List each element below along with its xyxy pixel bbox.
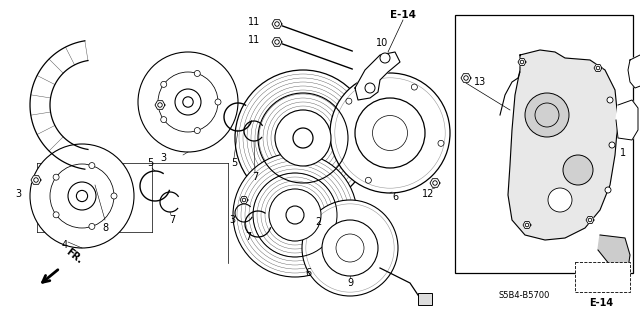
Text: 13: 13 <box>474 77 486 87</box>
Circle shape <box>346 98 352 104</box>
Text: 11: 11 <box>248 35 260 45</box>
Text: FR.: FR. <box>64 247 84 266</box>
Circle shape <box>161 117 167 122</box>
Text: 3: 3 <box>229 215 235 225</box>
Circle shape <box>605 187 611 193</box>
Circle shape <box>563 155 593 185</box>
Circle shape <box>322 220 378 276</box>
Circle shape <box>412 84 417 90</box>
Circle shape <box>525 93 569 137</box>
Polygon shape <box>594 64 602 71</box>
Circle shape <box>293 128 313 148</box>
Circle shape <box>53 212 59 218</box>
Text: 8: 8 <box>102 223 108 233</box>
Polygon shape <box>518 58 526 65</box>
Circle shape <box>111 193 117 199</box>
Polygon shape <box>598 235 630 268</box>
Polygon shape <box>616 100 638 140</box>
Bar <box>455 15 633 273</box>
Text: 7: 7 <box>169 215 175 225</box>
Circle shape <box>215 99 221 105</box>
Polygon shape <box>523 221 531 228</box>
Circle shape <box>68 182 96 210</box>
Text: S5B4-B5700: S5B4-B5700 <box>499 291 550 300</box>
Polygon shape <box>586 217 594 224</box>
Circle shape <box>175 89 201 115</box>
Polygon shape <box>30 41 88 169</box>
Text: 5: 5 <box>231 158 237 168</box>
Circle shape <box>89 223 95 229</box>
Text: 3: 3 <box>160 153 166 163</box>
Bar <box>575 262 630 292</box>
Polygon shape <box>355 52 400 100</box>
Circle shape <box>275 110 331 166</box>
Polygon shape <box>461 74 471 82</box>
Circle shape <box>548 188 572 212</box>
Text: 9: 9 <box>347 278 353 288</box>
Polygon shape <box>240 197 248 204</box>
Polygon shape <box>508 50 618 240</box>
Circle shape <box>365 83 375 93</box>
Polygon shape <box>430 179 440 187</box>
Circle shape <box>355 98 425 168</box>
Circle shape <box>269 189 321 241</box>
Circle shape <box>53 174 59 180</box>
Circle shape <box>30 144 134 248</box>
Polygon shape <box>272 20 282 28</box>
Polygon shape <box>31 176 41 184</box>
Circle shape <box>365 177 371 183</box>
Circle shape <box>330 73 450 193</box>
Circle shape <box>138 52 238 152</box>
Text: 10: 10 <box>376 38 388 48</box>
Circle shape <box>438 140 444 146</box>
Text: 4: 4 <box>62 240 68 250</box>
Text: 1: 1 <box>620 148 626 158</box>
Bar <box>418 293 432 305</box>
Polygon shape <box>155 101 165 109</box>
Text: E-14: E-14 <box>589 298 613 308</box>
Circle shape <box>380 53 390 63</box>
Text: 6: 6 <box>305 268 311 278</box>
Circle shape <box>235 70 371 206</box>
Polygon shape <box>628 55 640 88</box>
Circle shape <box>89 163 95 168</box>
Text: 11: 11 <box>248 17 260 27</box>
Circle shape <box>195 70 200 77</box>
Polygon shape <box>272 38 282 46</box>
Text: 6: 6 <box>392 192 398 202</box>
Text: E-14: E-14 <box>390 10 416 20</box>
Circle shape <box>607 97 613 103</box>
Circle shape <box>233 153 357 277</box>
Text: 3: 3 <box>15 189 21 199</box>
Circle shape <box>302 200 398 296</box>
Circle shape <box>286 206 304 224</box>
Text: 5: 5 <box>147 158 153 168</box>
Text: 12: 12 <box>422 189 434 199</box>
Text: 7: 7 <box>252 172 258 182</box>
Circle shape <box>609 142 615 148</box>
Text: 2: 2 <box>315 217 321 227</box>
Circle shape <box>161 81 167 87</box>
Text: 7: 7 <box>245 232 251 242</box>
Circle shape <box>195 128 200 134</box>
